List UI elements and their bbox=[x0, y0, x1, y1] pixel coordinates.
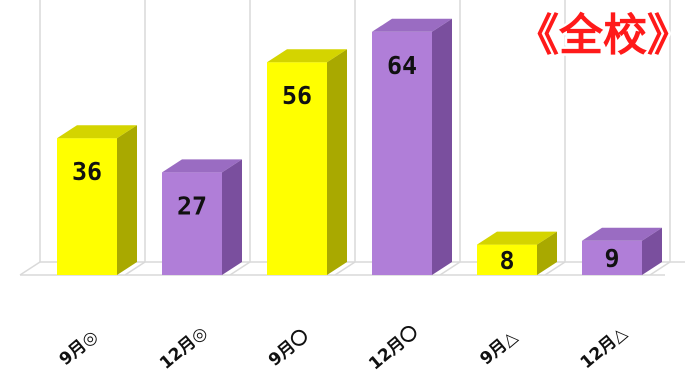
bar-top bbox=[57, 125, 137, 139]
floor-divider bbox=[334, 261, 356, 276]
bar-top bbox=[477, 231, 557, 245]
floor-divider bbox=[229, 261, 251, 276]
bar-side bbox=[537, 231, 557, 275]
category-label: 12月◎ bbox=[156, 323, 211, 374]
category-label: 9月△ bbox=[476, 326, 522, 369]
bar-top bbox=[582, 227, 662, 241]
data-label: 36 bbox=[72, 157, 102, 186]
bars bbox=[57, 18, 662, 276]
bar-side bbox=[327, 49, 347, 276]
bar-side bbox=[117, 125, 137, 275]
bar-side bbox=[642, 227, 662, 275]
bar bbox=[477, 231, 557, 275]
bar-front bbox=[477, 244, 537, 275]
bar bbox=[372, 18, 452, 276]
category-labels: 9月◎ 12月◎ 9月〇 12月〇 9月△ 12月△ bbox=[56, 322, 632, 374]
bar-front bbox=[372, 31, 432, 275]
category-label: 12月△ bbox=[577, 323, 632, 373]
bar-top bbox=[267, 49, 347, 63]
floor-divider bbox=[649, 261, 671, 276]
bar-front bbox=[582, 240, 642, 275]
floor-divider bbox=[124, 261, 146, 276]
data-label: 9 bbox=[604, 244, 619, 273]
data-label: 56 bbox=[282, 81, 312, 110]
bar-side bbox=[432, 18, 452, 276]
floor-divider bbox=[544, 261, 566, 276]
floor-divider bbox=[439, 261, 461, 276]
bar-top bbox=[372, 18, 452, 32]
bar-front bbox=[267, 62, 327, 276]
category-label: 9月〇 bbox=[265, 326, 313, 371]
bar bbox=[162, 159, 242, 275]
category-label: 9月◎ bbox=[56, 326, 102, 369]
chart-grid bbox=[39, 0, 671, 262]
chart-title: 《全校》 bbox=[515, 10, 691, 61]
data-label: 27 bbox=[177, 191, 207, 220]
chart-floor bbox=[19, 261, 685, 276]
bar bbox=[267, 49, 347, 276]
bar bbox=[582, 227, 662, 275]
bar-front bbox=[162, 172, 222, 275]
bar-top bbox=[162, 159, 242, 173]
data-labels: 36 27 56 64 8 9 bbox=[72, 51, 620, 275]
bar-side bbox=[222, 159, 242, 275]
data-label: 64 bbox=[387, 51, 417, 80]
floor-divider bbox=[19, 261, 41, 276]
bar-front bbox=[57, 138, 117, 275]
bar bbox=[57, 125, 137, 275]
data-label: 8 bbox=[499, 246, 514, 275]
category-label: 12月〇 bbox=[365, 322, 422, 374]
